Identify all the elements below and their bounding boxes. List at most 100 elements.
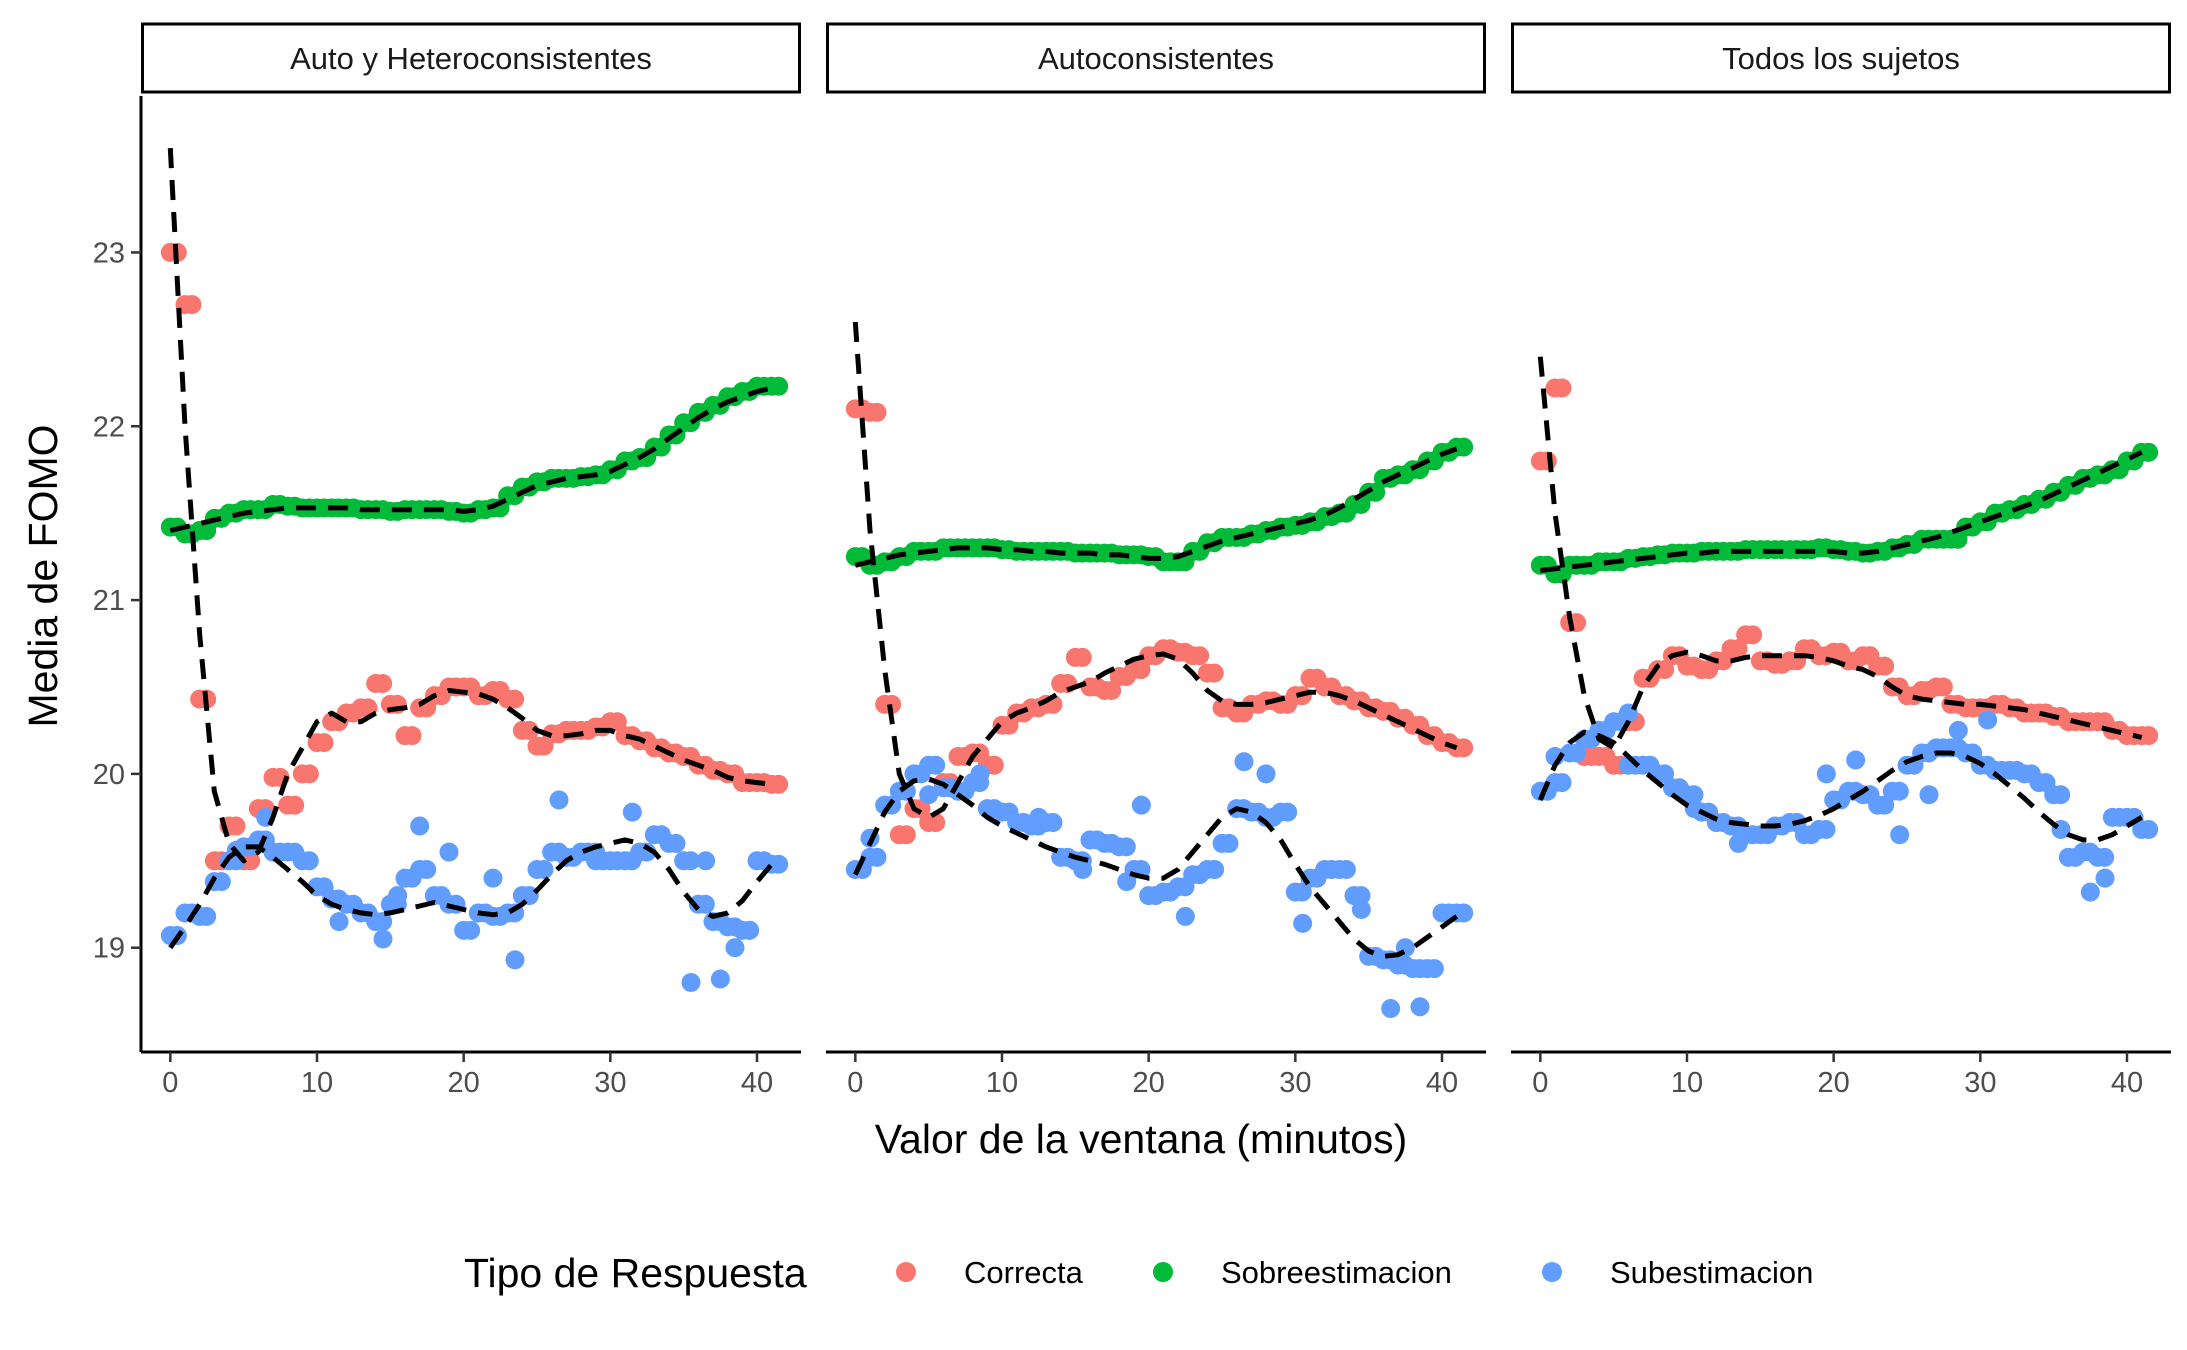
legend: Tipo de Respuesta Correcta Sobreestimaci… — [464, 1250, 1813, 1296]
data-point — [926, 813, 946, 833]
x-tick-label: 10 — [986, 1067, 1018, 1099]
x-tick-label: 0 — [1532, 1067, 1548, 1099]
data-point — [299, 764, 319, 784]
data-point — [1933, 677, 1953, 697]
data-point — [1043, 813, 1063, 833]
data-point — [769, 376, 789, 396]
data-point — [1978, 710, 1998, 730]
data-point — [483, 868, 503, 888]
data-point — [182, 295, 202, 315]
data-point — [1552, 378, 1572, 398]
data-point — [299, 851, 319, 871]
facet-panel-auto-y-heteroconsistentes: Auto y Heteroconsistentes 19 20 21 22 23 0 10 20… — [93, 22, 801, 1099]
data-point — [1743, 625, 1763, 645]
data-point — [970, 764, 990, 784]
legend-label-correcta: Correcta — [964, 1255, 1084, 1290]
data-point — [373, 674, 393, 694]
facet-strip — [1511, 22, 2171, 94]
data-point — [1919, 785, 1939, 805]
data-point — [417, 859, 437, 879]
data-point — [1655, 764, 1675, 784]
data-point — [2139, 726, 2159, 746]
legend-key-subestimacion — [1542, 1262, 1562, 1282]
data-point — [1454, 437, 1474, 457]
legend-key-sobreestimacion — [1153, 1262, 1173, 1282]
facet-panels: Auto y Heteroconsistentes 19 20 21 22 23 0 10 20… — [93, 22, 2171, 1099]
data-point — [919, 785, 939, 805]
data-point — [607, 712, 627, 732]
data-point — [211, 872, 231, 892]
data-point — [461, 920, 481, 940]
data-point — [2095, 847, 2115, 867]
x-tick-label: 10 — [1671, 1067, 1703, 1099]
data-point — [1381, 999, 1401, 1019]
y-tick-label: 20 — [93, 759, 125, 791]
y-tick-label: 22 — [93, 411, 125, 443]
data-point — [1131, 795, 1151, 815]
data-point — [1846, 750, 1866, 770]
data-point — [1072, 647, 1092, 667]
data-point — [1029, 807, 1049, 827]
data-point — [1102, 680, 1122, 700]
data-point — [1205, 859, 1225, 879]
smooth-line — [1537, 356, 2143, 751]
data-point — [1684, 799, 1704, 819]
y-tick-label: 19 — [93, 933, 125, 965]
data-point — [896, 781, 916, 801]
data-point — [681, 972, 701, 992]
data-point — [1816, 764, 1836, 784]
y-axis-title: Media de FOMO — [20, 424, 66, 727]
legend-title: Tipo de Respuesta — [464, 1250, 807, 1296]
x-tick-label: 10 — [301, 1067, 333, 1099]
data-point — [1567, 743, 1587, 763]
data-point — [1131, 660, 1151, 680]
smooth-line — [852, 321, 1458, 820]
data-point — [1292, 882, 1312, 902]
data-point — [1117, 872, 1137, 892]
data-point — [696, 851, 716, 871]
smooth-line — [169, 385, 773, 533]
legend-label-subestimacion: Subestimacion — [1610, 1255, 1813, 1290]
facet-strip-label: Todos los sujetos — [1722, 41, 1960, 76]
data-point — [2139, 442, 2159, 462]
data-point — [1293, 913, 1313, 933]
data-point — [388, 886, 408, 906]
data-point — [1948, 720, 1968, 740]
data-point — [2080, 882, 2100, 902]
data-point — [505, 950, 525, 970]
data-point — [373, 929, 393, 949]
data-point — [519, 720, 539, 740]
data-point — [439, 842, 459, 862]
facet-strip — [826, 22, 1486, 94]
x-tick-label: 0 — [847, 1067, 863, 1099]
x-tick-label: 20 — [448, 1067, 480, 1099]
smooth-line — [1540, 450, 2143, 573]
data-point — [197, 906, 217, 926]
data-point — [1116, 837, 1136, 857]
x-tick-label: 30 — [1964, 1067, 1996, 1099]
data-point — [769, 774, 789, 794]
data-point — [1552, 773, 1572, 793]
data-point — [2051, 785, 2071, 805]
data-point — [1278, 802, 1298, 822]
x-tick-label: 30 — [594, 1067, 626, 1099]
facet-panel-autoconsistentes: Autoconsistentes 0 10 20 30 40 — [826, 22, 1486, 1099]
data-point — [314, 733, 334, 753]
x-tick-label: 40 — [1426, 1067, 1458, 1099]
facet-strip-label: Autoconsistentes — [1038, 41, 1274, 76]
data-point — [226, 816, 246, 836]
facet-strip-label: Auto y Heteroconsistentes — [290, 41, 652, 76]
data-point — [911, 799, 931, 819]
data-point — [637, 842, 657, 862]
data-point — [710, 969, 730, 989]
data-point — [1816, 820, 1836, 840]
data-point — [1889, 781, 1909, 801]
data-point — [695, 894, 715, 914]
data-point — [1684, 785, 1704, 805]
smooth-line — [168, 837, 774, 950]
x-tick-label: 30 — [1279, 1067, 1311, 1099]
data-point — [681, 851, 701, 871]
x-tick-label: 0 — [162, 1067, 178, 1099]
data-point — [1219, 833, 1239, 853]
